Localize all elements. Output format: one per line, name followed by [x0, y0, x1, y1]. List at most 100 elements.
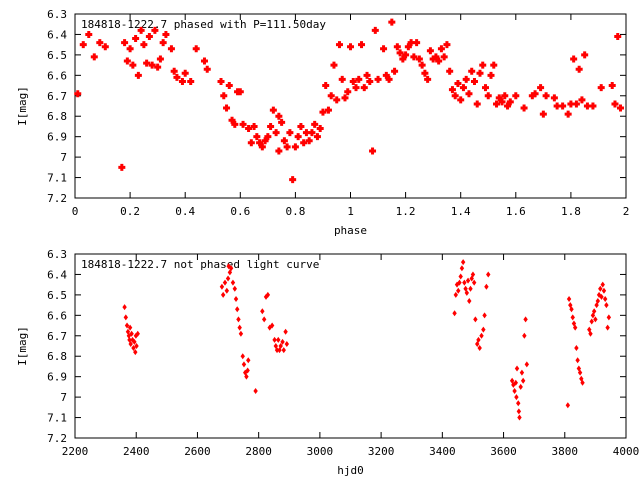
chart-2-data-point: [238, 330, 244, 337]
chart-1-x-tick-label: 0: [72, 205, 79, 218]
chart-1-data-point: [581, 51, 589, 59]
chart-1-data-point: [181, 69, 189, 77]
chart-2-data-point: [236, 316, 241, 323]
chart-2-data-point: [128, 340, 133, 347]
chart-1-data-point: [404, 43, 412, 51]
chart-2-data-point: [601, 287, 607, 294]
chart-2-y-tick-label: 6.6: [47, 309, 67, 322]
chart-2-data-point: [580, 379, 585, 386]
chart-2-data-point: [283, 328, 288, 335]
chart-1-data-point: [203, 65, 211, 73]
chart-2-y-tick-label: 6.5: [47, 289, 67, 302]
chart-1-data-point: [137, 26, 145, 34]
chart-1-data-point: [437, 45, 445, 53]
chart-2-y-tick-label: 6.3: [47, 248, 67, 261]
chart-1-data-point: [371, 26, 379, 34]
chart-1-data-point: [289, 176, 297, 184]
chart-2-data-point: [284, 340, 290, 347]
chart-2-data-point: [514, 365, 520, 372]
chart-1-x-tick-label: 1.4: [451, 205, 471, 218]
chart-2-x-tick-label: 4000: [613, 445, 640, 458]
chart-2-data-point: [225, 275, 231, 282]
chart-1-data-point: [308, 129, 316, 137]
chart-1-data-point: [559, 102, 567, 110]
chart-2-y-axis-label: I[mag]: [16, 326, 29, 366]
chart-1-data-point: [327, 92, 335, 100]
chart-2-data-point: [577, 369, 583, 376]
chart-1-data-point: [572, 100, 580, 108]
chart-2-data-point: [278, 343, 283, 349]
chart-1-data-point: [550, 94, 558, 102]
chart-1-data-point: [90, 53, 98, 61]
chart-2-data-point: [600, 281, 605, 288]
chart-2-data-point: [235, 306, 240, 313]
chart-1-data-point: [388, 18, 396, 26]
chart-1-y-tick-label: 6.5: [47, 49, 67, 62]
chart-1-data-point: [220, 92, 228, 100]
chart-1-data-point: [192, 45, 200, 53]
chart-1-x-tick-label: 0.2: [120, 205, 140, 218]
chart-2-data-point: [569, 306, 574, 313]
chart-2-data-point: [246, 357, 251, 364]
chart-1-data-point: [123, 57, 131, 65]
chart-1-data-point: [498, 98, 506, 106]
chart-1-data-point: [217, 77, 225, 85]
chart-1-data-point: [490, 61, 498, 69]
chart-1-data-point: [96, 39, 104, 47]
chart-1-data-point: [537, 84, 545, 92]
chart-2-x-tick-label: 3400: [429, 445, 456, 458]
chart-2-data-point: [476, 336, 481, 343]
chart-2-data-point: [220, 291, 226, 298]
chart-1-data-point: [245, 124, 253, 132]
chart-2-x-tick-label: 3800: [552, 445, 579, 458]
chart-2-data-point: [122, 304, 127, 311]
chart-2-data-point: [605, 324, 610, 331]
chart-2-data-point: [565, 402, 571, 409]
chart-2-data-point: [133, 332, 139, 339]
chart-2-data-point: [131, 345, 136, 352]
chart-1-data-point: [578, 96, 586, 104]
chart-2-data-point: [253, 387, 258, 394]
chart-1-data-point: [479, 61, 487, 69]
chart-1-data-point: [360, 84, 368, 92]
chart-2-data-point: [590, 312, 596, 319]
chart-1-y-tick-label: 6.3: [47, 8, 67, 21]
chart-1-data-point: [380, 45, 388, 53]
chart-2-data-point: [465, 277, 471, 284]
chart-1-data-point: [118, 163, 126, 171]
chart-1-data-point: [228, 116, 236, 124]
chart-2-x-axis-label: hjd0: [337, 464, 364, 477]
chart-2-data-point: [452, 310, 457, 317]
chart-1-data-point: [374, 75, 382, 83]
chart-1-data-point: [567, 100, 575, 108]
chart-2-data-point: [519, 369, 525, 376]
chart-2-y-tick-label: 6.7: [47, 330, 67, 343]
chart-2-data-point: [462, 279, 467, 286]
chart-2-x-tick-label: 3000: [307, 445, 334, 458]
chart-1-y-tick-label: 7.2: [47, 192, 67, 205]
chart-2-data-point: [482, 312, 487, 319]
chart-1-data-point: [410, 53, 418, 61]
chart-1-data-point: [473, 100, 481, 108]
chart-1-data-point: [148, 61, 156, 69]
chart-1-data-point: [493, 100, 501, 108]
chart-1-data-point: [275, 112, 283, 120]
chart-1-x-tick-label: 0.4: [175, 205, 195, 218]
chart-1-data-point: [250, 122, 258, 130]
chart-2-data-point: [470, 271, 476, 278]
chart-1-data-point: [256, 139, 264, 147]
chart-1-data-point: [407, 39, 415, 47]
chart-2-y-tick-label: 7.1: [47, 412, 67, 425]
chart-1-data-point: [349, 77, 357, 85]
chart-1-data-point: [459, 84, 467, 92]
chart-2-data-point: [130, 336, 135, 343]
chart-2-data-point: [594, 302, 599, 309]
chart-1-data-point: [225, 82, 233, 90]
chart-1-y-tick-label: 6.8: [47, 110, 67, 123]
chart-1-data-point: [369, 147, 377, 155]
chart-2-data-point: [230, 279, 236, 286]
chart-1-y-tick-label: 6.7: [47, 90, 67, 103]
chart-1-data-point: [443, 41, 451, 49]
chart-1-data-point: [385, 75, 393, 83]
